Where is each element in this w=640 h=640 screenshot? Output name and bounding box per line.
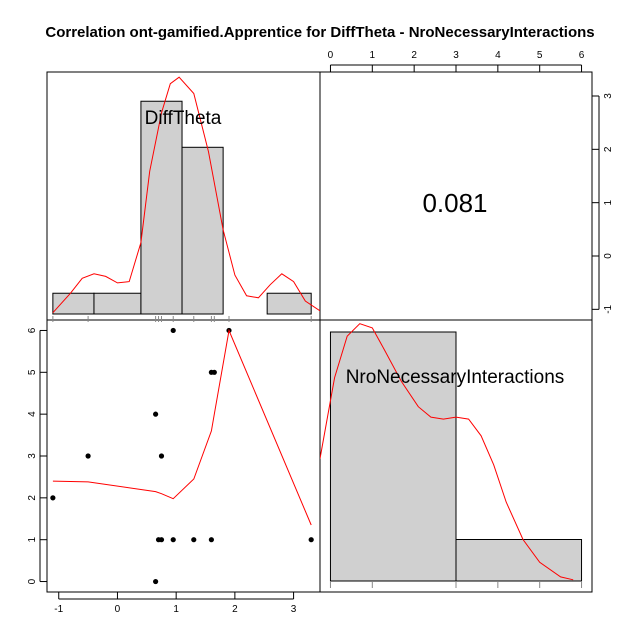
nro-hist-bar: [329, 331, 457, 582]
x-axis-bottom-tick-label: -1: [54, 604, 63, 615]
scatter-point: [170, 537, 176, 543]
difftheta-hist-bar: [140, 100, 183, 315]
difftheta-hist-bar: [52, 292, 95, 315]
difftheta-histogram: [52, 76, 320, 322]
scatter-point: [158, 453, 165, 459]
x-axis-bottom-tick-label: 2: [232, 604, 238, 615]
scatter-point: [85, 453, 91, 459]
y-axis-left-tick-label: 4: [27, 411, 38, 417]
difftheta-density-line: [52, 76, 320, 314]
difftheta-hist-bar: [181, 146, 224, 315]
y-axis-right-tick-label: 0: [603, 253, 614, 259]
axes: -1 0 1 2 3 0 1 2 3 4 5 6 0 1 2 3 4 5 6 -1 0 1 2 3: [27, 50, 614, 615]
scatter-panel: [50, 327, 314, 585]
x-axis-top-tick-label: 2: [411, 50, 417, 61]
scatter-point: [153, 411, 159, 417]
panel-frames: [46, 71, 593, 593]
nro-interactions-histogram: [320, 323, 583, 588]
scatter-point: [170, 327, 176, 334]
scatter-smooth-line: [52, 328, 312, 526]
variable-label-difftheta: DiffTheta: [145, 108, 222, 129]
x-axis-top-tick-label: 4: [495, 50, 501, 61]
y-axis-right-tick-label: 3: [603, 93, 614, 99]
x-axis-top-tick-label: 0: [328, 50, 334, 61]
x-axis-bottom-tick-label: 3: [291, 604, 297, 615]
y-axis-right-tick-label: 1: [603, 199, 614, 205]
y-axis-left-tick-label: 2: [27, 495, 38, 501]
nro-hist-bar: [455, 539, 583, 582]
scatter-point: [153, 578, 159, 585]
difftheta-hist-bar: [266, 292, 312, 315]
x-axis-top-tick-label: 5: [537, 50, 543, 61]
y-axis-left-tick-label: 6: [27, 327, 38, 333]
y-axis-left-tick-label: 5: [27, 369, 38, 375]
scatter-point: [308, 537, 314, 543]
scatter-point: [158, 537, 165, 543]
y-axis-left-tick-label: 3: [27, 453, 38, 459]
x-axis-bottom-tick-label: 1: [173, 604, 179, 615]
scatter-point: [211, 369, 217, 375]
difftheta-hist-bar: [93, 292, 142, 315]
chart-title: Correlation ont-gamified.Apprentice for …: [45, 24, 594, 41]
variable-label-nro-interactions: NroNecessaryInteractions: [346, 367, 565, 388]
x-axis-top-tick-label: 3: [453, 50, 459, 61]
x-axis-bottom-tick-label: 0: [115, 604, 121, 615]
x-axis-top-tick-label: 1: [370, 50, 376, 61]
nro-density-line: [320, 323, 574, 581]
scatter-point: [50, 495, 56, 501]
scatter-point: [191, 537, 197, 543]
y-axis-right-tick-label: 2: [603, 146, 614, 152]
y-axis-left-tick-label: 1: [27, 536, 38, 542]
y-axis-left-tick-label: 0: [27, 578, 38, 584]
correlation-value: 0.081: [422, 188, 487, 218]
scatter-point: [208, 537, 214, 543]
x-axis-top-tick-label: 6: [579, 50, 585, 61]
y-axis-right-tick-label: -1: [603, 304, 614, 313]
